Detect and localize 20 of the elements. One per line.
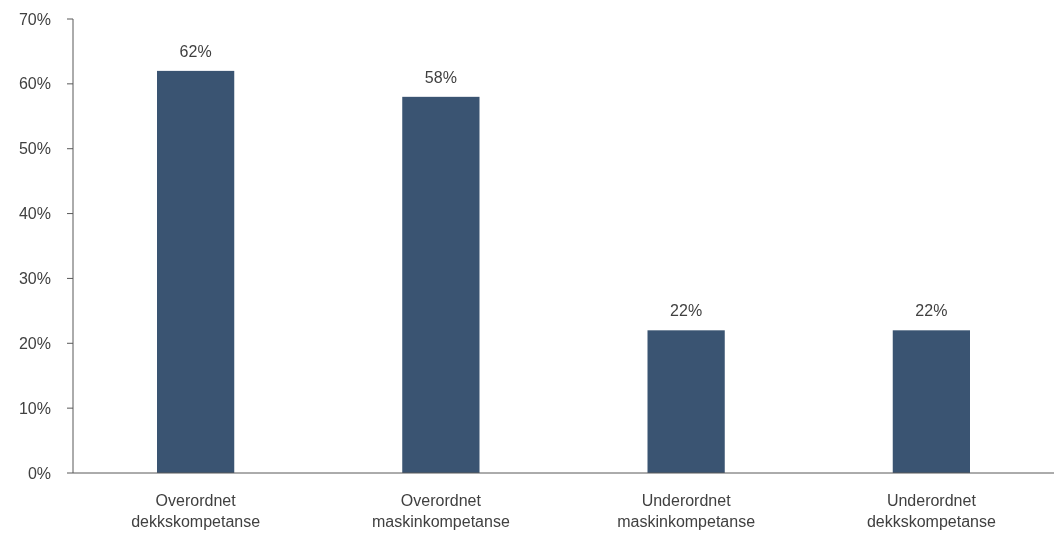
y-tick-label: 20% — [18, 334, 51, 352]
y-tick-label: 70% — [18, 10, 51, 28]
bar — [892, 330, 970, 473]
x-tick-label: Underordnet dekkskompetanse — [866, 492, 996, 530]
data-label: 22% — [915, 302, 948, 320]
x-tick-label: Underordnet maskinkompetanse — [617, 492, 756, 530]
y-tick-label: 40% — [18, 205, 51, 223]
data-label: 22% — [670, 302, 703, 320]
y-tick-label: 50% — [18, 140, 51, 158]
data-label: 58% — [424, 68, 457, 86]
x-tick-label: Overordnet maskinkompetanse — [371, 492, 510, 530]
bar — [157, 70, 235, 473]
y-tick-label: 10% — [18, 399, 51, 417]
y-tick-label: 30% — [18, 270, 51, 288]
data-label: 62% — [179, 42, 212, 60]
bar — [402, 96, 480, 473]
x-tick-label: Overordnet dekkskompetanse — [131, 492, 261, 530]
y-tick-label: 0% — [27, 464, 51, 482]
bar — [647, 330, 725, 473]
y-tick-label: 60% — [18, 75, 51, 93]
